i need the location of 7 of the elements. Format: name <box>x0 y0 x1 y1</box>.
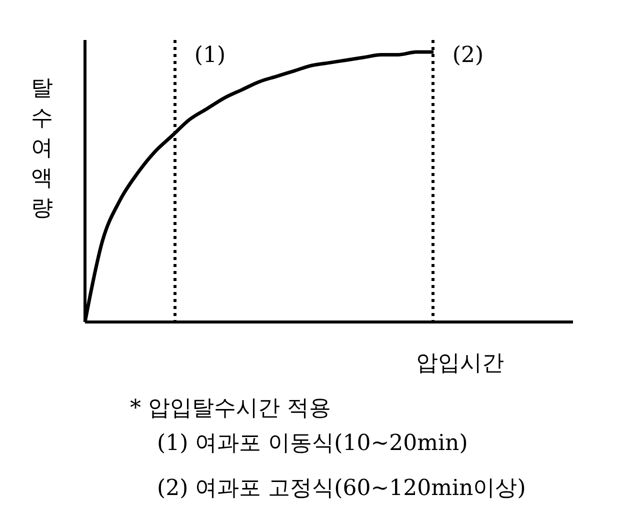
y-axis-title: 탈수여액량 <box>31 76 53 221</box>
text: (1) 여과포 이동식(10~20min) <box>157 431 468 456</box>
x-axis-title: 압입시간 <box>416 351 504 376</box>
text: * 압입탈수시간 적용 <box>130 396 331 421</box>
annotation: (1) <box>194 43 226 68</box>
annotation: (2) <box>452 43 484 68</box>
text: (2) 여과포 고정식(60~120min이상) <box>157 476 526 501</box>
